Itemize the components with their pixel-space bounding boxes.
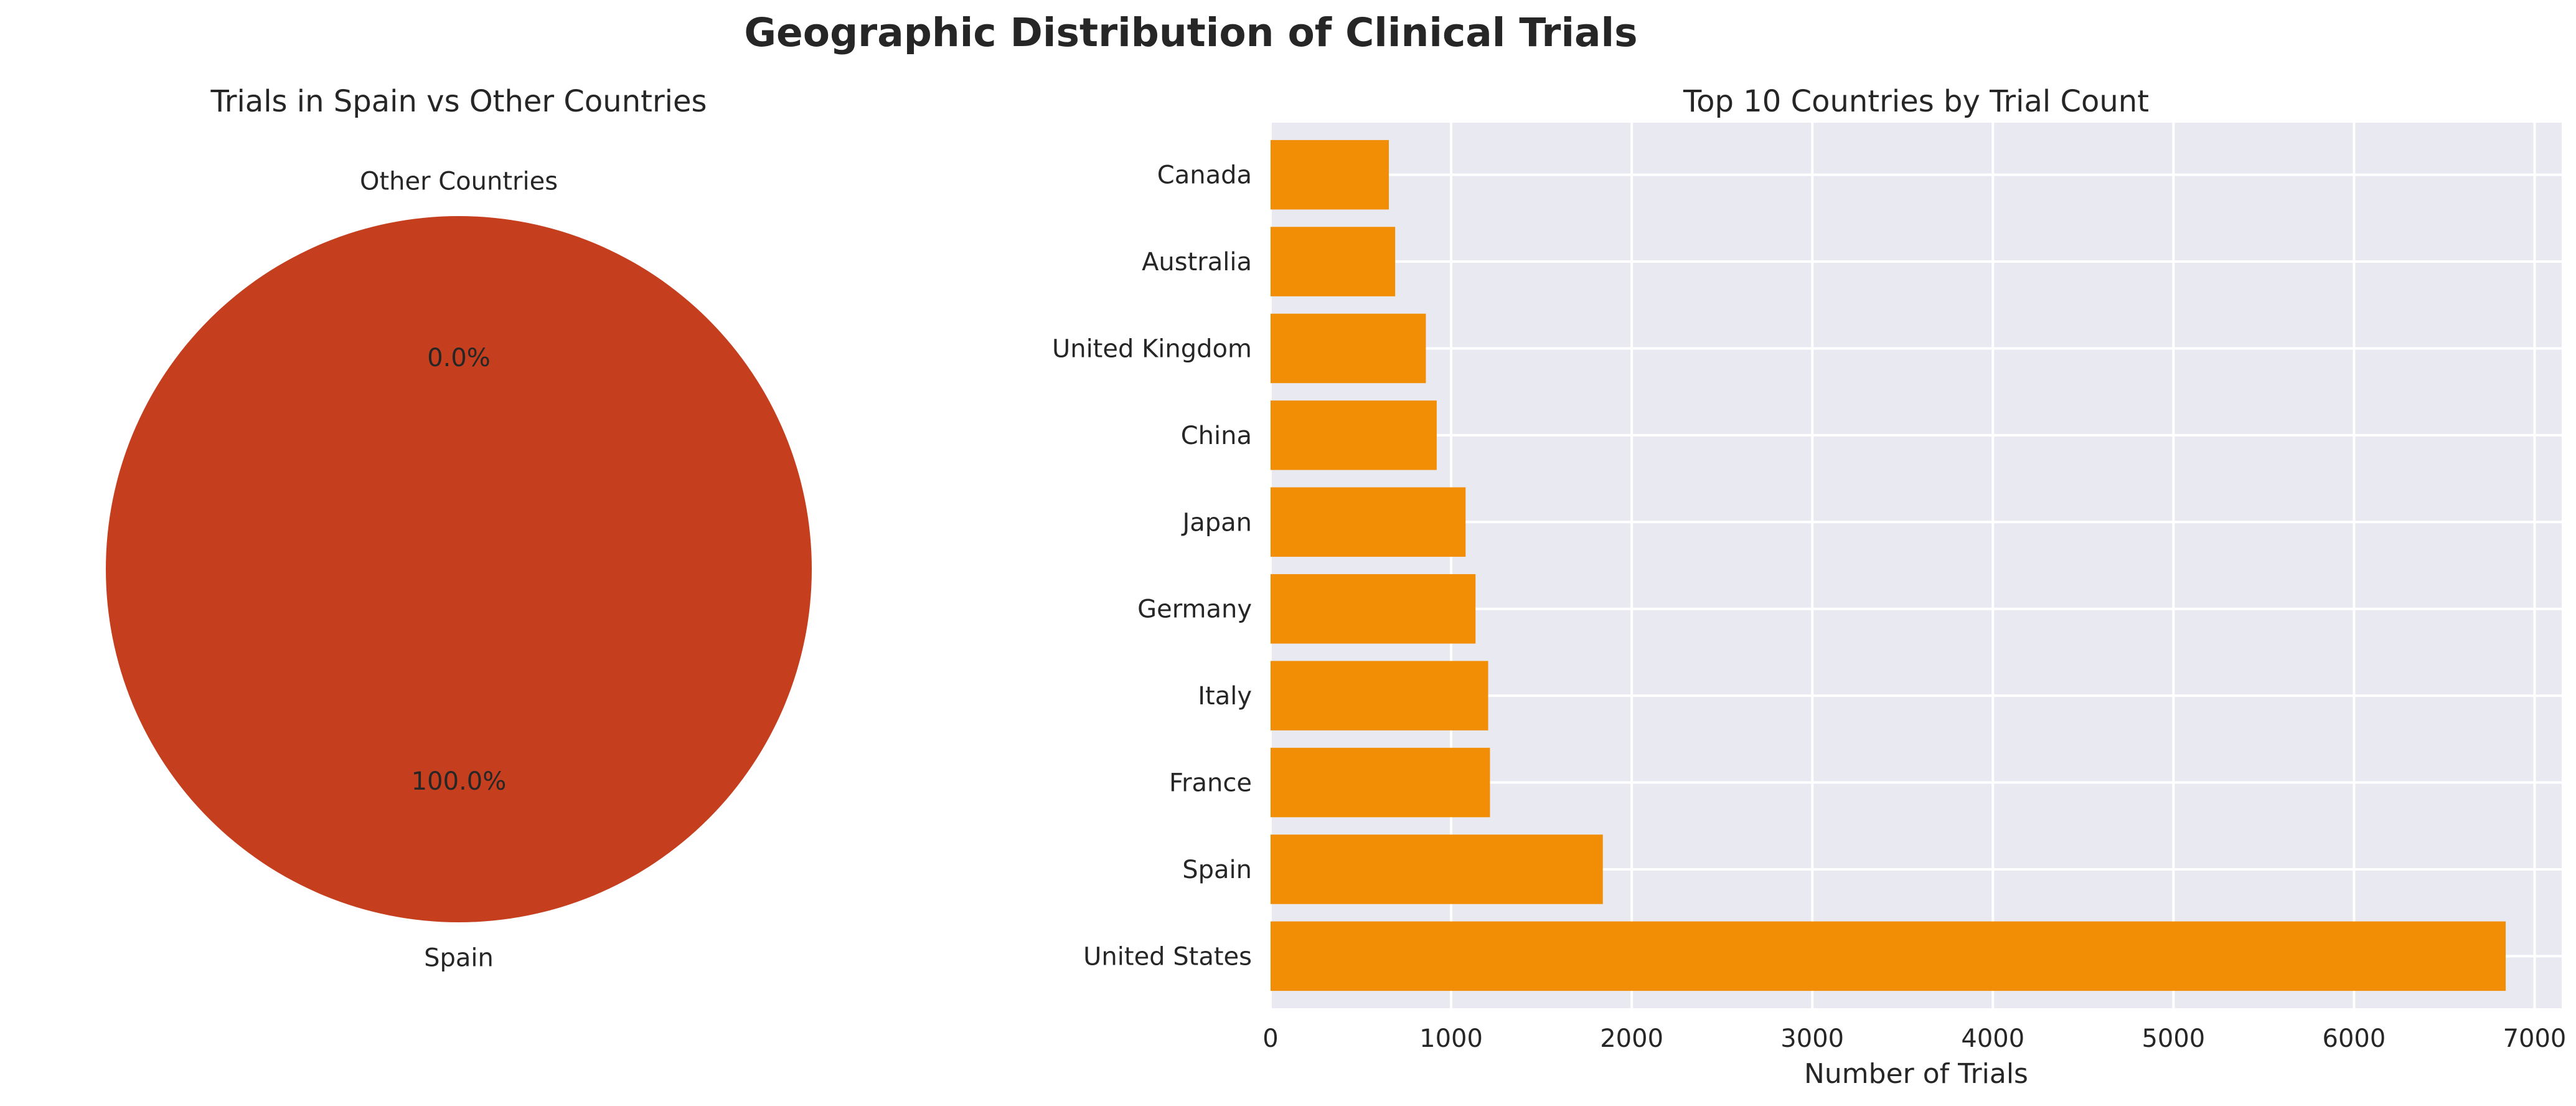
bar-japan (1271, 487, 1466, 557)
bar-china (1271, 400, 1437, 470)
x-axis-label: Number of Trials (1804, 1058, 2028, 1090)
y-tick-label-spain: Spain (1182, 856, 1252, 884)
y-tick-label-canada: Canada (1157, 161, 1252, 190)
y-tick-label-united-states: United States (1083, 942, 1252, 971)
pie-labels: Spain 100.0% Other Countries 0.0% (360, 167, 558, 972)
pie-percent-spain: 100.0% (411, 767, 507, 796)
bar-spain (1271, 834, 1603, 904)
pie-slices (106, 216, 812, 922)
bar-chart-panel: Top 10 Countries by Trial Count United S… (1052, 84, 2566, 1090)
x-tick-labels: 0 1000 2000 3000 4000 5000 6000 7000 (1262, 1024, 2566, 1053)
y-tick-label-china: China (1181, 422, 1252, 450)
pie-label-spain: Spain (424, 944, 494, 973)
x-tick-label: 2000 (1600, 1024, 1663, 1053)
figure-suptitle: Geographic Distribution of Clinical Tria… (744, 10, 1637, 55)
pie-label-other-countries: Other Countries (360, 167, 558, 196)
bar-france (1271, 747, 1490, 818)
bar-germany (1271, 574, 1476, 644)
y-tick-label-italy: Italy (1198, 682, 1252, 711)
y-tick-label-germany: Germany (1137, 595, 1252, 624)
bar-australia (1271, 227, 1396, 296)
bar-united-kingdom (1271, 313, 1426, 384)
y-tick-label-united-kingdom: United Kingdom (1052, 334, 1252, 363)
pie-percent-other-countries: 0.0% (427, 344, 491, 372)
x-tick-label: 5000 (2141, 1024, 2205, 1053)
x-tick-label: 4000 (1961, 1024, 2024, 1053)
x-tick-label: 1000 (1419, 1024, 1483, 1053)
x-tick-label: 3000 (1780, 1024, 1844, 1053)
y-tick-labels: United States Spain France Italy Germany Japa… (1052, 161, 1252, 971)
x-tick-label: 0 (1262, 1024, 1278, 1053)
pie-chart-panel: Trials in Spain vs Other Countries Spain… (106, 84, 812, 973)
y-tick-label-australia: Australia (1142, 248, 1252, 276)
pie-slice-spain (106, 216, 812, 922)
x-tick-label: 7000 (2503, 1024, 2567, 1053)
bar-series (1271, 139, 2506, 991)
y-tick-label-japan: Japan (1180, 508, 1252, 537)
bar-italy (1271, 661, 1488, 730)
bar-united-states (1271, 921, 2506, 991)
bar-canada (1271, 139, 1389, 210)
y-tick-label-france: France (1169, 769, 1252, 798)
pie-chart-title: Trials in Spain vs Other Countries (210, 84, 707, 119)
x-tick-label: 6000 (2323, 1024, 2386, 1053)
bar-chart-title: Top 10 Countries by Trial Count (1683, 84, 2149, 119)
